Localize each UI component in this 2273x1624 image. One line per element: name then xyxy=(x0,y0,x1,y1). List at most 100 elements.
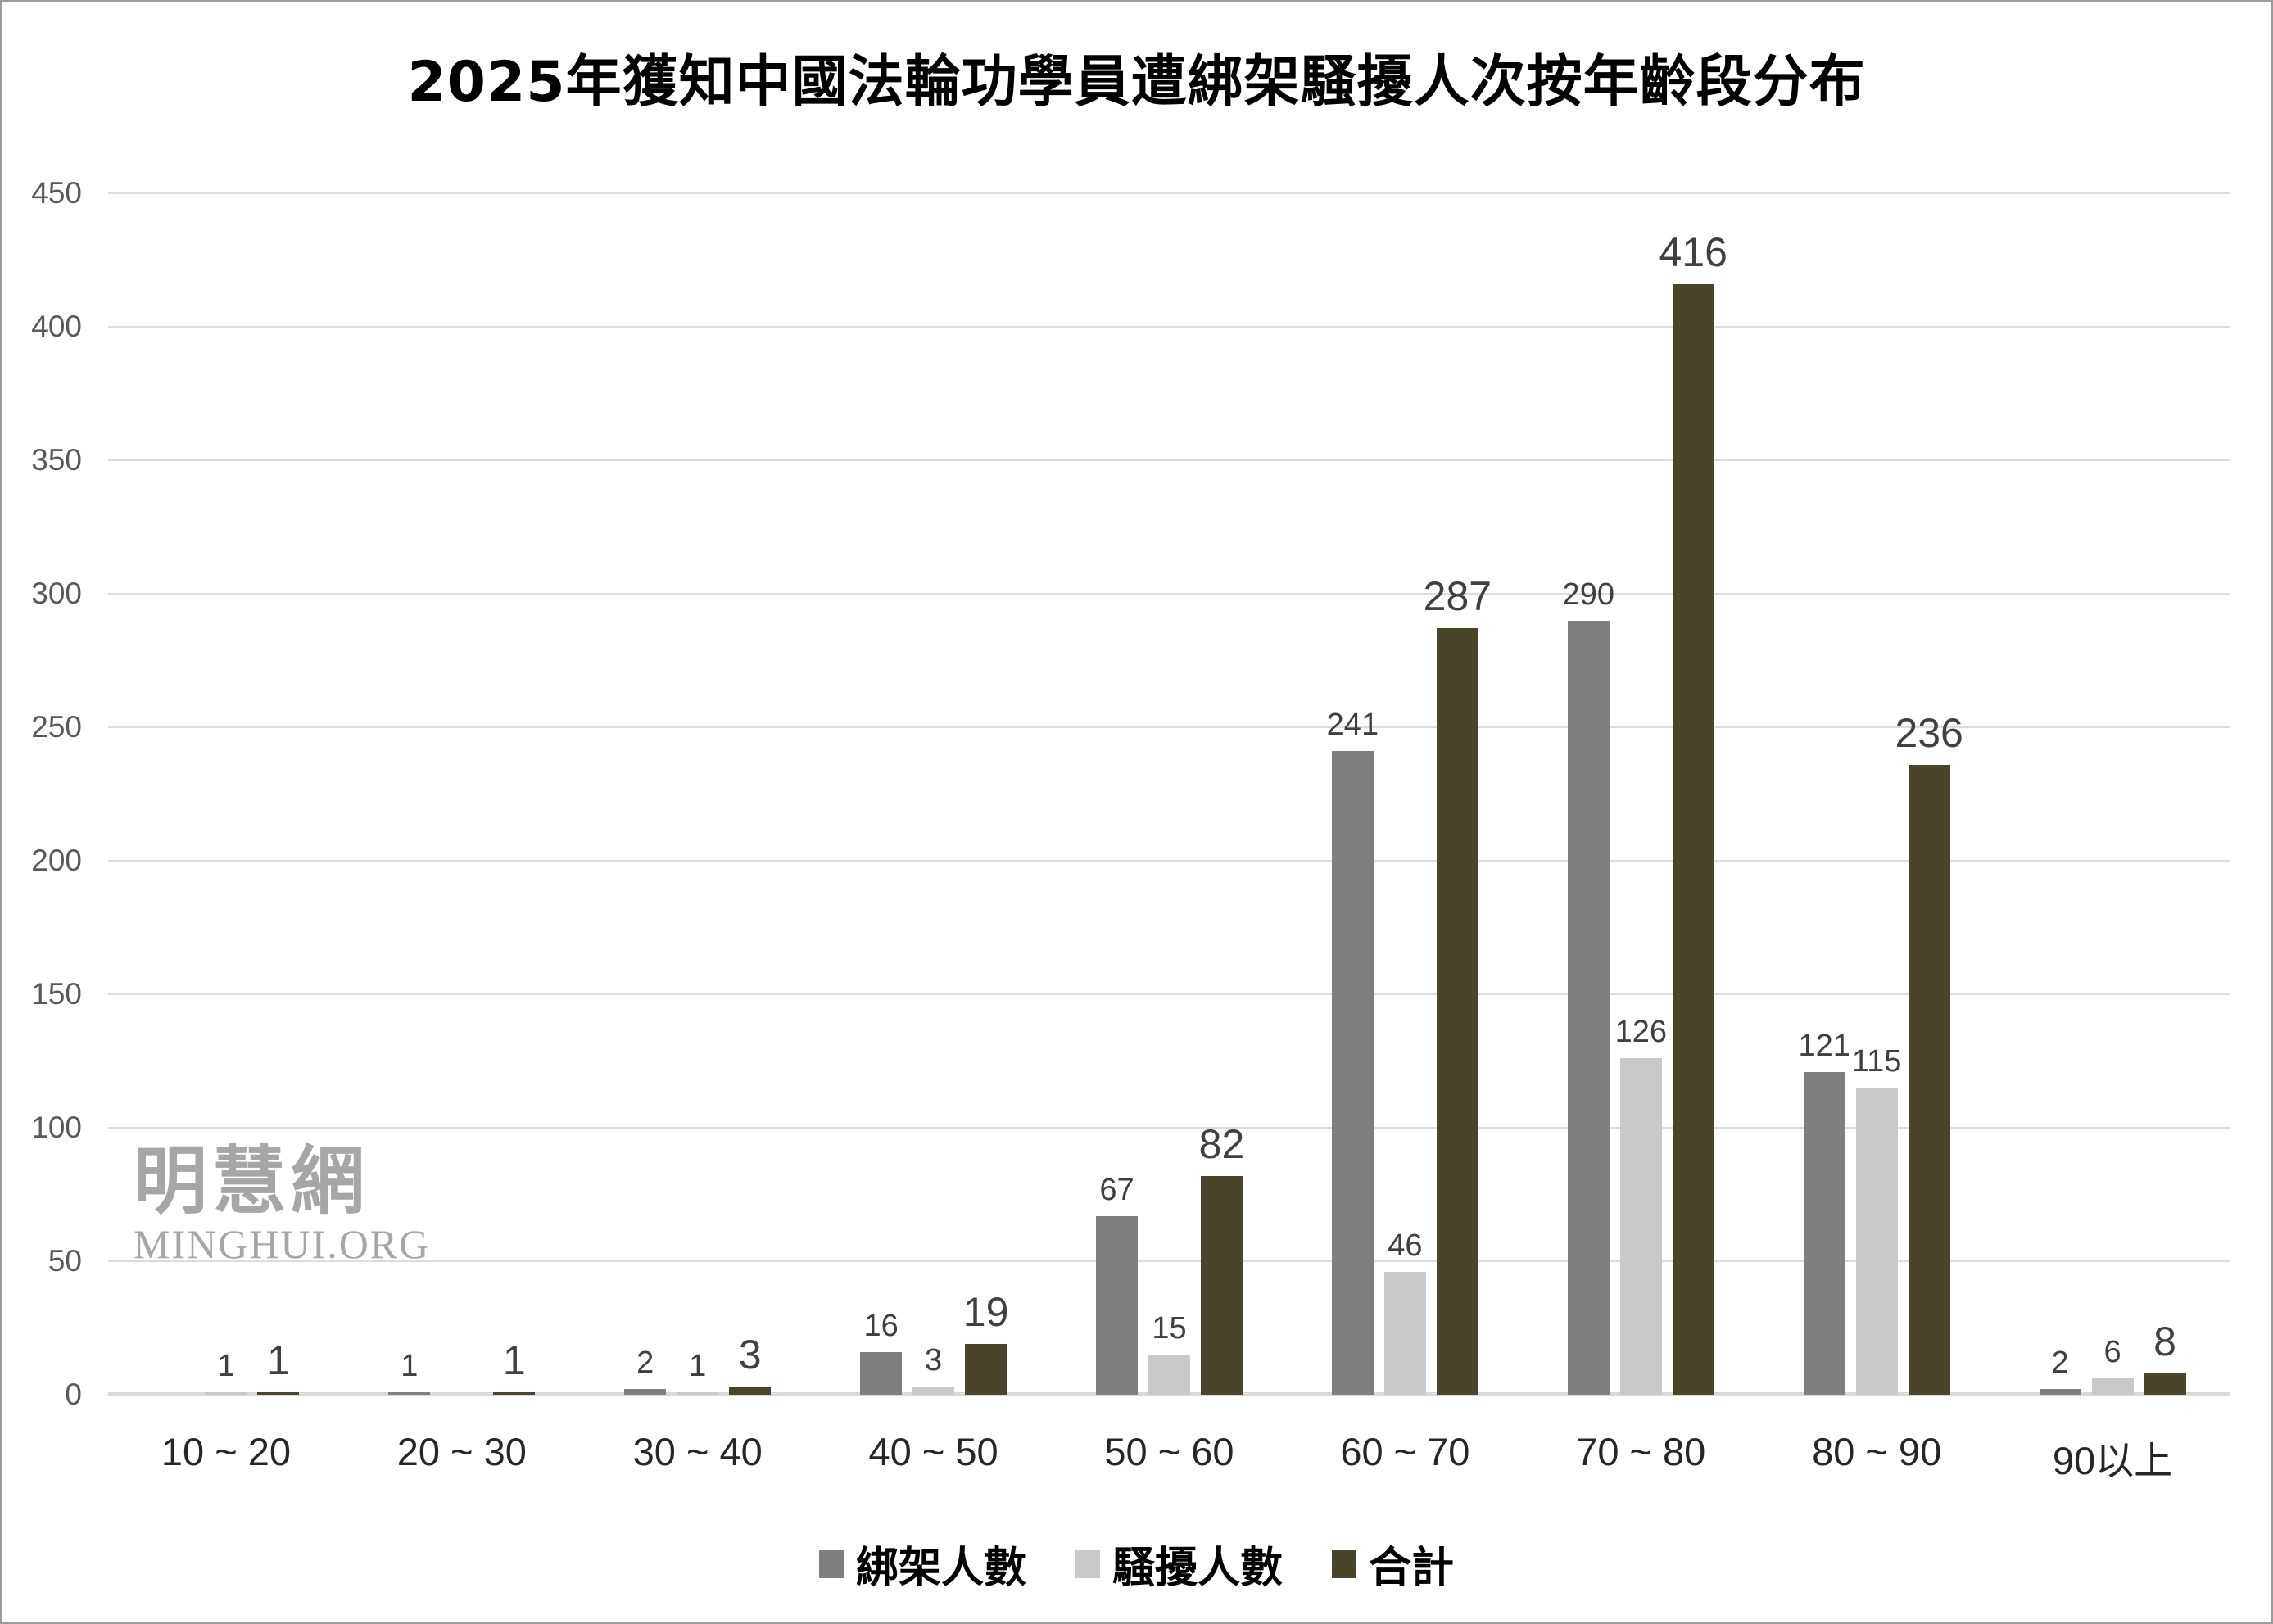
legend-label: 合計 xyxy=(1369,1544,1455,1593)
data-label: 1 xyxy=(217,1348,235,1383)
bar xyxy=(1200,1175,1243,1395)
bar-slot: 46 xyxy=(1383,193,1426,1395)
data-label: 115 xyxy=(1851,1044,1902,1079)
category-label: 30 ~ 40 xyxy=(632,1430,763,1473)
bar-slot: 1 xyxy=(388,193,431,1395)
chart-title: 2025年獲知中國法輪功學員遭綁架騷擾人次按年齡段分布 xyxy=(407,50,1866,115)
category-label: 10 ~ 20 xyxy=(161,1430,291,1473)
bar xyxy=(1436,628,1478,1395)
bar xyxy=(1383,1272,1426,1395)
bar xyxy=(1619,1058,1662,1395)
bar-group: 290 126 416 xyxy=(1523,193,1759,1395)
bar-slot: 8 xyxy=(2144,193,2186,1395)
bar xyxy=(1095,1215,1138,1395)
bar-slot: 241 xyxy=(1327,193,1379,1395)
bar xyxy=(2039,1389,2081,1395)
bar-slot: 2 xyxy=(2039,193,2081,1395)
bar xyxy=(2091,1378,2134,1395)
legend-item: 騷擾人數 xyxy=(1075,1533,1283,1595)
data-label: 416 xyxy=(1659,228,1727,275)
bar xyxy=(205,1391,247,1395)
legend-swatch-icon xyxy=(1332,1549,1356,1578)
bar xyxy=(1855,1088,1898,1395)
data-label: 2 xyxy=(2051,1346,2069,1381)
category-label: 80 ~ 90 xyxy=(1812,1430,1942,1473)
bar-slot: 16 xyxy=(860,193,903,1395)
bar xyxy=(388,1391,431,1395)
gridline xyxy=(108,192,2230,194)
bar-group: 121 115 236 xyxy=(1759,193,1995,1395)
category-label: 40 ~ 50 xyxy=(868,1430,998,1473)
bar-slot: 82 xyxy=(1198,193,1245,1395)
bar xyxy=(965,1344,1007,1395)
bar-group: 16 3 19 xyxy=(816,193,1052,1395)
bar-slot: 115 xyxy=(1852,193,1901,1395)
bar-slot: 67 xyxy=(1095,193,1138,1395)
data-label: 3 xyxy=(738,1332,762,1378)
bar-slot: 3 xyxy=(912,193,955,1395)
data-label: 8 xyxy=(2153,1318,2176,1364)
data-label: 3 xyxy=(925,1343,943,1378)
data-label: 241 xyxy=(1326,708,1379,743)
y-axis-tick-label: 450 xyxy=(31,176,82,210)
y-axis-tick-label: 400 xyxy=(31,310,82,343)
bar xyxy=(1148,1355,1190,1395)
bar xyxy=(1567,620,1610,1395)
data-label: 121 xyxy=(1798,1028,1850,1063)
data-label: 16 xyxy=(863,1308,899,1343)
bar-slot: 416 xyxy=(1659,193,1727,1395)
bar xyxy=(860,1351,903,1395)
bar-slot: 19 xyxy=(962,193,1009,1395)
y-axis-tick-label: 100 xyxy=(31,1111,82,1144)
bar-slot: 287 xyxy=(1424,193,1492,1395)
bar xyxy=(677,1391,719,1395)
bar xyxy=(1331,751,1374,1395)
data-label: 290 xyxy=(1562,577,1614,612)
bar-group: 67 15 82 xyxy=(1052,193,1288,1395)
category-label: 90以上 xyxy=(2052,1439,2173,1482)
bar xyxy=(493,1391,536,1395)
y-axis-tick-label: 350 xyxy=(31,443,82,477)
data-label: 19 xyxy=(962,1289,1009,1336)
plot-area: 1 1 1 1 2 1 3 16 3 19 67 15 82 241 46 287 290 126 416 121 11… xyxy=(108,192,2230,1396)
data-label: 1 xyxy=(502,1337,526,1383)
bar xyxy=(1672,283,1714,1395)
y-axis-tick-label: 150 xyxy=(31,977,82,1011)
watermark-cjk-text: 明慧網 xyxy=(134,1141,369,1223)
y-axis-tick-label: 300 xyxy=(31,577,82,610)
bar-slot: 6 xyxy=(2091,193,2134,1395)
legend-label: 騷擾人數 xyxy=(1112,1544,1283,1593)
y-axis-tick-label: 0 xyxy=(65,1377,82,1411)
data-label: 15 xyxy=(1152,1311,1187,1346)
y-axis-tick-label: 200 xyxy=(31,844,82,877)
data-label: 1 xyxy=(689,1348,707,1383)
bar-slot: 290 xyxy=(1563,193,1614,1395)
category-label: 60 ~ 70 xyxy=(1340,1430,1470,1473)
bar-slot: 15 xyxy=(1148,193,1190,1395)
bar xyxy=(257,1391,300,1395)
bar-slot: 2 xyxy=(624,193,667,1395)
gridline xyxy=(108,326,2230,328)
category-label: 50 ~ 60 xyxy=(1104,1430,1234,1473)
data-label: 6 xyxy=(2103,1335,2121,1370)
y-axis-tick-label: 50 xyxy=(48,1244,82,1278)
bar-slot: 1 xyxy=(677,193,719,1395)
legend-item: 綁架人數 xyxy=(818,1533,1026,1595)
bar-slot: 1 xyxy=(493,193,536,1395)
y-axis: 0 50 100 150 200 250 300 350 400 450 xyxy=(0,0,92,1624)
watermark-latin-text: MINGHUI.ORG xyxy=(134,1221,431,1267)
bar-slot: 126 xyxy=(1615,193,1667,1395)
gridline xyxy=(108,1127,2230,1129)
bar xyxy=(729,1387,772,1395)
data-label: 236 xyxy=(1895,709,1963,756)
data-label: 67 xyxy=(1099,1172,1134,1207)
legend-item: 合計 xyxy=(1332,1533,1454,1595)
y-axis-tick-label: 250 xyxy=(31,710,82,744)
bar-slot: 236 xyxy=(1895,193,1963,1395)
bar xyxy=(2144,1373,2186,1395)
data-label: 82 xyxy=(1198,1120,1245,1167)
bar xyxy=(1908,764,1950,1395)
gridline xyxy=(108,993,2230,995)
